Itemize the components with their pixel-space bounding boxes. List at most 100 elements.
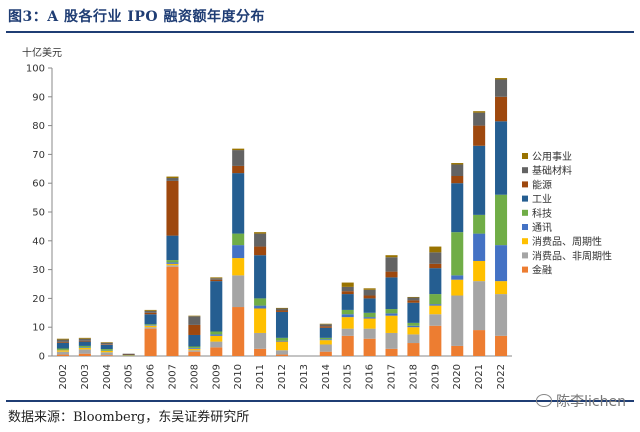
bar-segment	[232, 258, 245, 276]
bar-segment	[188, 334, 201, 347]
y-unit-label: 十亿美元	[22, 46, 62, 59]
bar-segment	[78, 347, 91, 350]
x-tick-label: 2006	[146, 364, 157, 389]
bar-segment	[407, 325, 420, 328]
bar-segment	[188, 324, 201, 335]
bar-segment	[341, 317, 354, 329]
bar-segment	[341, 314, 354, 318]
bar-segment	[166, 235, 179, 261]
bar-segment	[78, 349, 91, 354]
bar-segment	[210, 331, 223, 335]
bar-segment	[473, 233, 486, 261]
bar-segment	[407, 327, 420, 335]
bar-segment	[254, 308, 267, 333]
bar-segment	[451, 275, 464, 280]
bar-segment	[451, 176, 464, 184]
bar-segment	[341, 286, 354, 292]
bar-segment	[210, 334, 223, 336]
bar-segment	[78, 337, 91, 339]
x-tick-label: 2014	[321, 364, 332, 389]
x-tick-label: 2004	[102, 364, 113, 389]
bar-segment	[451, 345, 464, 356]
legend-swatch	[522, 153, 528, 159]
bar-segment	[100, 342, 113, 345]
bar-segment	[363, 295, 376, 299]
bar-segment	[144, 324, 157, 326]
bar-segment	[407, 297, 420, 301]
y-tick-label: 80	[32, 121, 45, 132]
bar-segment	[210, 347, 223, 356]
bar-segment	[254, 332, 267, 349]
x-tick-label: 2009	[211, 364, 222, 389]
bar-segment	[385, 313, 398, 316]
bar-segment	[473, 260, 486, 282]
bar-segment	[210, 281, 223, 332]
bar-segment	[275, 341, 289, 351]
bar-segment	[254, 305, 267, 309]
bar-segment	[451, 164, 464, 176]
bar-segment	[122, 353, 135, 355]
bar-segment	[363, 289, 376, 296]
bar-segment	[429, 325, 442, 356]
x-tick-label: 2010	[233, 364, 244, 389]
bar-segment	[429, 252, 442, 264]
legend-label: 工业	[532, 194, 552, 206]
bar-segment	[385, 315, 398, 333]
bar-segment	[210, 279, 223, 282]
bar-segment	[232, 233, 245, 246]
bar-segment	[495, 281, 508, 295]
bar-segment	[341, 282, 354, 287]
y-tick-label: 50	[32, 208, 45, 219]
bar-segment	[56, 350, 69, 352]
bar-segment	[341, 294, 354, 310]
wechat-icon	[536, 394, 553, 407]
bar-segment	[254, 298, 267, 306]
legend-label: 科技	[532, 207, 552, 220]
bar-segment	[166, 260, 179, 263]
x-tick-label: 2021	[474, 364, 485, 389]
y-tick-label: 30	[32, 265, 45, 276]
bar-segment	[56, 339, 69, 342]
bar-segment	[407, 302, 420, 323]
bar-segment	[275, 310, 289, 312]
bar-segment	[495, 79, 508, 97]
y-tick-label: 10	[32, 323, 45, 334]
bar-segment	[495, 294, 508, 336]
legend-swatch	[522, 209, 528, 216]
bar-segment	[210, 278, 223, 280]
bar-segment	[254, 246, 267, 256]
y-tick-label: 0	[39, 352, 45, 363]
legend-swatch	[522, 266, 528, 273]
bar-segment	[319, 339, 332, 341]
bar-segment	[363, 317, 376, 319]
x-tick-label: 2018	[408, 364, 419, 389]
bar-segment	[473, 330, 486, 356]
bar-segment	[385, 309, 398, 314]
x-tick-label: 2005	[124, 364, 135, 389]
bar-segment	[429, 294, 442, 305]
bar-segment	[100, 349, 113, 351]
bar-segment	[363, 328, 376, 339]
bar-segment	[254, 233, 267, 247]
bar-segment	[473, 214, 486, 234]
legend-label: 能源	[532, 178, 552, 191]
bar-segment	[451, 183, 464, 233]
bar-segment	[166, 266, 179, 356]
bar-segment	[232, 245, 245, 259]
footer-rule	[6, 400, 634, 402]
bar-segment	[407, 343, 420, 356]
bar-segment	[100, 344, 113, 350]
bar-segment	[451, 163, 464, 165]
bar-segment	[210, 277, 223, 279]
bar-segment	[56, 338, 69, 340]
bar-segment	[144, 309, 157, 311]
bar-segment	[473, 281, 486, 331]
bar-segment	[363, 338, 376, 356]
bar-segment	[78, 340, 91, 342]
legend-label: 金融	[532, 264, 552, 277]
x-tick-label: 2013	[299, 364, 310, 389]
bar-segment	[429, 263, 442, 269]
bar-segment	[275, 311, 289, 338]
bar-segment	[495, 245, 508, 282]
y-tick-label: 90	[32, 92, 45, 103]
